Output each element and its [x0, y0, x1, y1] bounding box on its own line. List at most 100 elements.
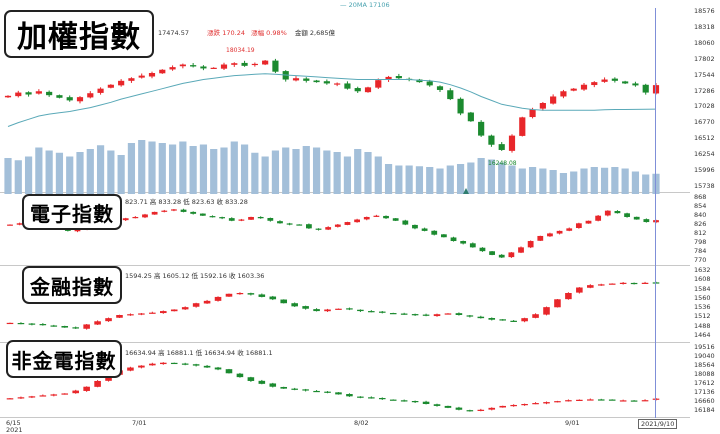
- volume-bar: [24, 156, 33, 194]
- y-tick-label: 1488: [694, 321, 711, 330]
- candle-body: [214, 296, 222, 301]
- volume-bar: [96, 145, 105, 194]
- volume-bar: [364, 152, 372, 194]
- candle-body: [280, 299, 288, 304]
- y-tick-label: 18576: [694, 7, 715, 15]
- candle-body: [519, 117, 526, 136]
- candle-body: [220, 64, 228, 69]
- volume-bar: [456, 164, 465, 194]
- volume-bar: [415, 166, 424, 194]
- volume-bar: [528, 167, 537, 194]
- volume-bar: [66, 156, 74, 194]
- candle-body: [412, 224, 418, 229]
- candle-body: [433, 314, 441, 317]
- candle-body: [324, 391, 331, 393]
- candle-body: [576, 399, 583, 401]
- candle-body: [510, 320, 517, 322]
- candle-body: [585, 220, 592, 224]
- candle-body: [138, 365, 145, 368]
- candle-body: [422, 314, 430, 316]
- candle-body: [180, 209, 187, 212]
- x-label-3: 9/01: [565, 419, 580, 427]
- candle-body: [469, 243, 476, 248]
- candle-body: [597, 399, 605, 401]
- candle-body: [247, 293, 255, 295]
- candle-body: [622, 81, 629, 84]
- x-label-2: 8/02: [354, 419, 369, 427]
- candle-body: [357, 396, 364, 398]
- candle-body: [570, 88, 577, 91]
- volume-bar: [323, 150, 331, 194]
- candle-body: [478, 121, 485, 136]
- volume-bar: [117, 155, 125, 194]
- y-tick-label: 17028: [694, 102, 715, 111]
- candle-body: [74, 229, 81, 232]
- volume-bar: [199, 144, 208, 194]
- candle-body: [46, 91, 53, 96]
- candle-body: [267, 217, 274, 221]
- candle-body: [17, 397, 25, 399]
- candle-body: [363, 216, 370, 220]
- y-tick-label: 1632: [694, 266, 711, 274]
- candle-body: [565, 293, 572, 300]
- candle-body: [203, 365, 211, 368]
- taiex-volume: 金額 2,685億: [294, 29, 336, 37]
- candle-body: [272, 60, 279, 72]
- volume-bar: [261, 156, 269, 194]
- candle-body: [368, 397, 375, 399]
- candle-body: [170, 309, 178, 312]
- ma20-line: [7, 73, 657, 127]
- volume-bar: [76, 152, 84, 194]
- volume-bar: [642, 174, 650, 194]
- candle-body: [357, 309, 364, 312]
- candle-body: [323, 81, 330, 84]
- y-tick-label: 826: [694, 220, 707, 228]
- candle-body: [258, 294, 266, 297]
- candle-body: [346, 308, 353, 310]
- candle-body: [138, 75, 145, 78]
- candle-body: [159, 69, 166, 74]
- candle-body: [171, 209, 177, 211]
- candle-body: [642, 84, 649, 93]
- y-tick-label: 1536: [694, 303, 711, 312]
- volume-bar: [518, 168, 526, 194]
- candle-body: [83, 324, 90, 329]
- candle-body: [389, 313, 397, 315]
- candle-body: [554, 299, 561, 308]
- candle-body: [566, 228, 573, 231]
- candle-body: [455, 407, 463, 410]
- volume-bar: [148, 141, 156, 194]
- candle-body: [383, 215, 389, 219]
- y-tick-label: 854: [694, 202, 707, 210]
- y-tick-label: 15738: [694, 182, 715, 190]
- x-label-0: 6/15 2021: [6, 420, 23, 434]
- volume-bar: [220, 147, 228, 194]
- candle-body: [127, 367, 134, 371]
- volume-bar: [631, 171, 640, 194]
- candle-body: [313, 309, 320, 312]
- candle-body: [302, 306, 309, 309]
- crosshair-cursor[interactable]: [655, 8, 656, 418]
- candle-body: [138, 313, 145, 315]
- candle-body: [444, 313, 452, 315]
- candle-body: [601, 79, 608, 82]
- candle-body: [375, 80, 382, 88]
- candle-body: [190, 211, 197, 214]
- candle-body: [630, 400, 638, 402]
- candle-body: [402, 220, 409, 225]
- candle-body: [488, 318, 496, 320]
- volume-bar: [210, 149, 218, 194]
- candle-body: [291, 303, 298, 307]
- candle-body: [632, 83, 639, 86]
- candle-body: [576, 287, 583, 293]
- taiex-value: 17474.57: [158, 29, 190, 37]
- candle-body: [385, 76, 392, 80]
- candle-body: [76, 97, 84, 102]
- volume-bar: [55, 152, 64, 194]
- candle-body: [436, 86, 444, 90]
- candle-body: [539, 103, 546, 109]
- candle-body: [653, 220, 659, 223]
- y-tick-label: 1560: [694, 293, 711, 302]
- non-fin-elec-y-axis: 19516 19040 18564 18088 17612 17136 16660 16184: [692, 344, 720, 418]
- y-tick-label: 17802: [694, 54, 715, 63]
